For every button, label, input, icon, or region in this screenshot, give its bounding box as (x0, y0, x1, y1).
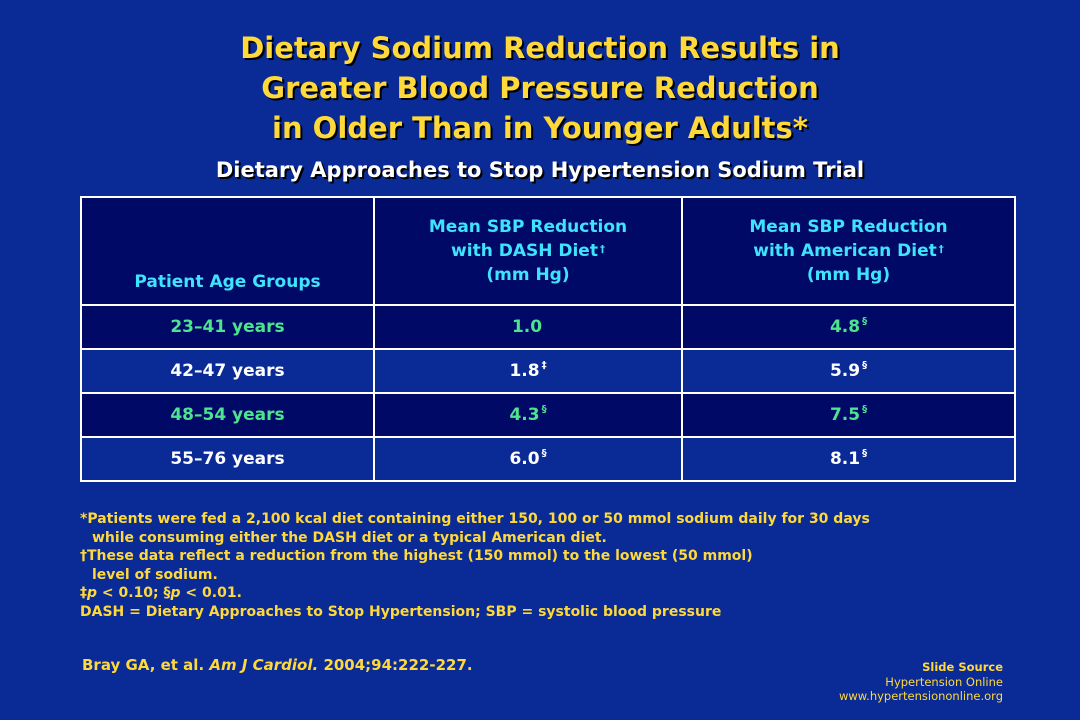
footnote-threshold-1: < 0.10; § (97, 585, 171, 602)
header-american-diet: Mean SBP Reduction with American Diet † (… (681, 196, 1016, 306)
american-mark: § (862, 360, 868, 371)
dash-cell: 1.8 ‡ (373, 348, 683, 394)
footnote-p-italic-2: p (170, 585, 181, 602)
header-american-mark: † (938, 244, 944, 255)
dash-value: 4.3 (509, 405, 540, 425)
age-cell: 42–47 years (80, 348, 375, 394)
citation-ref: 2004;94:222-227. (323, 656, 473, 674)
dash-mark: ‡ (541, 360, 547, 371)
citation-journal: Am J Cardiol. (209, 656, 319, 674)
footnote-line-6: DASH = Dietary Approaches to Stop Hypert… (80, 603, 722, 620)
slide-title: Dietary Sodium Reduction Results in Grea… (0, 28, 1080, 148)
table-row: 42–47 years 1.8 ‡ 5.9 § (80, 348, 1016, 394)
footnote-line-5: ‡p < 0.10; §p < 0.01. (80, 584, 1020, 603)
american-cell: 7.5 § (681, 392, 1016, 438)
footnote-p-italic-1: p (87, 585, 98, 602)
footnote-threshold-2: < 0.01. (180, 585, 242, 602)
footnote-line-1: *Patients were fed a 2,100 kcal diet con… (80, 511, 870, 527)
american-cell: 4.8 § (681, 304, 1016, 350)
dash-mark: § (541, 448, 547, 459)
dash-cell: 4.3 § (373, 392, 683, 438)
table-row: 23–41 years 1.0 4.8 § (80, 304, 1016, 350)
source-name: Hypertension Online (885, 674, 1003, 689)
header-american-line-2: with American Diet (753, 241, 937, 261)
table-row: 55–76 years 6.0 § 8.1 § (80, 436, 1016, 482)
dash-value: 1.8 (509, 361, 540, 381)
table-row: 48–54 years 4.3 § 7.5 § (80, 392, 1016, 438)
footnote-line-3: †These data reflect a reduction from the… (80, 548, 753, 565)
results-table: Patient Age Groups Mean SBP Reduction wi… (80, 196, 1016, 482)
footnote-line-2: while consuming either the DASH diet or … (92, 529, 607, 546)
title-line-3: in Older Than in Younger Adults* (272, 111, 808, 145)
header-age-groups: Patient Age Groups (80, 196, 375, 306)
header-dash-line-1: Mean SBP Reduction (428, 217, 628, 237)
american-value: 5.9 (829, 361, 861, 381)
age-cell: 48–54 years (80, 392, 375, 438)
header-dash-diet: Mean SBP Reduction with DASH Diet † (mm H… (373, 196, 683, 306)
american-mark: § (862, 316, 868, 327)
footnote-line-4: level of sodium. (92, 566, 218, 583)
american-mark: § (862, 404, 868, 415)
source-url[interactable]: www.hypertensiononline.org (839, 689, 1003, 703)
dash-cell: 6.0 § (373, 436, 683, 482)
source-label: Slide Source (922, 660, 1003, 674)
header-dash-line-3: (mm Hg) (486, 265, 570, 285)
title-line-1: Dietary Sodium Reduction Results in (240, 31, 840, 65)
american-value: 7.5 (829, 405, 861, 425)
dash-value: 1.0 (511, 317, 543, 337)
header-dash-mark: † (599, 244, 605, 255)
american-mark: § (862, 448, 868, 459)
slide-subtitle: Dietary Approaches to Stop Hypertension … (215, 158, 865, 182)
citation-authors: Bray GA, et al. (82, 656, 205, 674)
american-cell: 8.1 § (681, 436, 1016, 482)
table-header-row: Patient Age Groups Mean SBP Reduction wi… (80, 196, 1016, 306)
american-value: 8.1 (829, 449, 861, 469)
citation: Bray GA, et al. Am J Cardiol. 2004;94:22… (82, 656, 473, 674)
american-value: 4.8 (829, 317, 861, 337)
footnote-double-dagger: ‡ (80, 585, 87, 602)
dash-cell: 1.0 (373, 304, 683, 350)
age-cell: 23–41 years (80, 304, 375, 350)
american-cell: 5.9 § (681, 348, 1016, 394)
footnotes: *Patients were fed a 2,100 kcal diet con… (80, 510, 1020, 622)
header-dash-line-2: with DASH Diet (451, 241, 598, 261)
age-cell: 55–76 years (80, 436, 375, 482)
slide-source: Slide Source Hypertension Online www.hyp… (839, 660, 1003, 704)
header-american-line-1: Mean SBP Reduction (749, 217, 948, 237)
dash-value: 6.0 (509, 449, 540, 469)
dash-mark: § (541, 404, 547, 415)
header-american-line-3: (mm Hg) (806, 265, 891, 285)
title-line-2: Greater Blood Pressure Reduction (261, 71, 819, 105)
